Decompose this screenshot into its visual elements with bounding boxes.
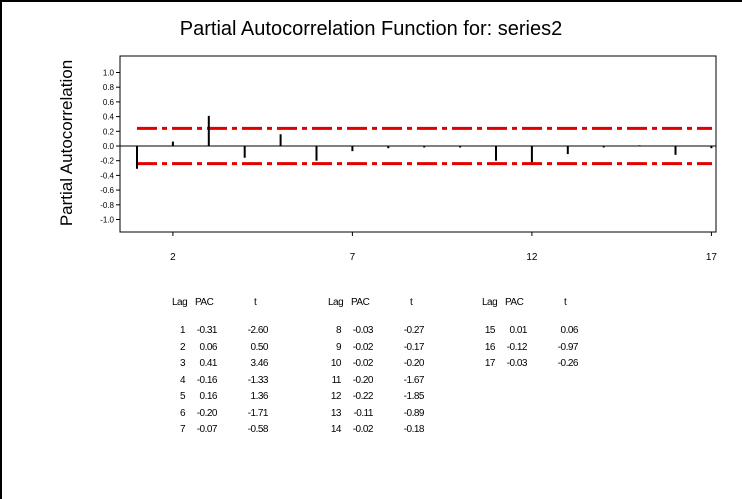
y-tick-label: -1.0	[100, 216, 114, 225]
table-cell: 3.46	[250, 358, 269, 369]
table-cell: 4	[179, 374, 186, 386]
y-tick-label: 0.4	[103, 113, 115, 122]
table-header-cell: PAC	[195, 297, 214, 308]
table-cell: 14	[330, 424, 342, 435]
table-cell: -2.60	[247, 325, 269, 336]
table-row: 6 -0.20 -1.71	[172, 408, 372, 420]
table-cell: 16	[484, 341, 496, 353]
table-row: 16 -0.12 -0.97	[482, 342, 682, 354]
table-row: 12 -0.22 -1.85	[328, 391, 528, 403]
table-cell: -0.16	[196, 374, 218, 386]
table-header-cell: t	[254, 297, 257, 308]
table-row: 9 -0.02 -0.17	[328, 342, 528, 354]
table-cell: 1	[179, 325, 186, 336]
y-tick-label: -0.4	[100, 171, 114, 180]
y-tick-label: -0.2	[100, 157, 114, 166]
table-row: 1 -0.31 -2.60	[172, 325, 372, 337]
table-cell: 1.36	[250, 391, 269, 402]
table-cell: -0.22	[352, 391, 374, 402]
table-cell: 11	[331, 374, 342, 386]
table-header-row: Lag PAC t	[172, 297, 372, 309]
table-header-cell: PAC	[505, 297, 524, 308]
plot-area	[119, 55, 717, 233]
table-cell: 9	[335, 341, 342, 353]
table-cell: -0.12	[506, 341, 528, 353]
table-row: 3 0.41 3.46	[172, 358, 372, 370]
table-row: 15 0.01 0.06	[482, 325, 682, 337]
table-cell: 6	[179, 407, 186, 419]
table-cell: -1.33	[247, 374, 269, 386]
table-header-cell: Lag	[172, 297, 188, 308]
table-header-cell: Lag	[328, 297, 344, 308]
table-cell: -0.03	[506, 358, 528, 369]
table-cell: 2	[179, 341, 186, 353]
table-cell: -0.02	[352, 358, 374, 369]
table-cell: -0.20	[196, 407, 218, 419]
table-cell: 0.41	[199, 358, 218, 369]
table-header-cell: t	[564, 297, 567, 308]
y-tick-label: -0.8	[100, 201, 114, 210]
y-tick-label: -0.6	[100, 186, 114, 195]
table-cell: 17	[484, 358, 496, 369]
table-cell: -0.26	[557, 358, 579, 369]
x-tick-label: 17	[706, 252, 718, 263]
table-cell: -0.02	[352, 424, 374, 435]
table-cell: -0.18	[403, 424, 425, 435]
x-tick-label: 2	[170, 252, 176, 263]
table-cell: 0.06	[560, 325, 579, 336]
table-cell: -0.31	[196, 325, 218, 336]
table-cell: -0.03	[352, 325, 374, 336]
table-cell: 0.06	[199, 341, 218, 353]
table-cell: 10	[330, 358, 342, 369]
chart-title: Partial Autocorrelation Function for: se…	[179, 18, 563, 40]
y-tick-label: 1.0	[103, 69, 115, 78]
y-tick-label: 0.6	[103, 98, 115, 107]
table-cell: -0.07	[196, 424, 218, 435]
table-cell: 13	[330, 407, 342, 419]
table-cell: -1.71	[247, 407, 269, 419]
table-row: 2 0.06 0.50	[172, 342, 372, 354]
table-header-row: Lag PAC t	[482, 297, 682, 309]
table-row: 10 -0.02 -0.20	[328, 358, 528, 370]
table-row: 14 -0.02 -0.18	[328, 424, 528, 436]
table-cell: 8	[335, 325, 342, 336]
table-cell: -0.89	[403, 407, 425, 419]
table-row: 13 -0.11 -0.89	[328, 408, 528, 420]
table-cell: -0.97	[557, 341, 579, 353]
table-cell: -1.67	[403, 374, 425, 386]
x-tick-label: 7	[350, 252, 356, 263]
table-header-cell: Lag	[482, 297, 498, 308]
table-cell: -0.17	[403, 341, 425, 353]
table-row: 5 0.16 1.36	[172, 391, 372, 403]
table-cell: -0.20	[352, 374, 374, 386]
y-tick-label: 0.0	[103, 142, 115, 151]
table-cell: 15	[484, 325, 496, 336]
y-tick-label: 0.8	[103, 83, 115, 92]
table-cell: 0.01	[509, 325, 528, 336]
table-cell: 5	[179, 391, 186, 402]
table-header-cell: t	[410, 297, 413, 308]
table-cell: -0.27	[403, 325, 425, 336]
table-header-cell: PAC	[351, 297, 370, 308]
table-cell: -0.58	[247, 424, 269, 435]
table-cell: 0.16	[199, 391, 218, 402]
table-row: 8 -0.03 -0.27	[328, 325, 528, 337]
table-row: 17 -0.03 -0.26	[482, 358, 682, 370]
table-cell: 7	[179, 424, 186, 435]
table-row: 11 -0.20 -1.67	[328, 375, 528, 387]
table-cell: 0.50	[250, 341, 269, 353]
table-cell: -0.11	[353, 407, 373, 419]
table-cell: -1.85	[403, 391, 425, 402]
table-row: 7 -0.07 -0.58	[172, 424, 372, 436]
table-header-row: Lag PAC t	[328, 297, 528, 309]
y-tick-label: 0.2	[103, 127, 115, 136]
x-tick-label: 12	[526, 252, 538, 263]
table-cell: -0.02	[352, 341, 374, 353]
table-cell: -0.20	[403, 358, 425, 369]
table-cell: 12	[330, 391, 342, 402]
table-cell: 3	[179, 358, 186, 369]
table-row: 4 -0.16 -1.33	[172, 375, 372, 387]
